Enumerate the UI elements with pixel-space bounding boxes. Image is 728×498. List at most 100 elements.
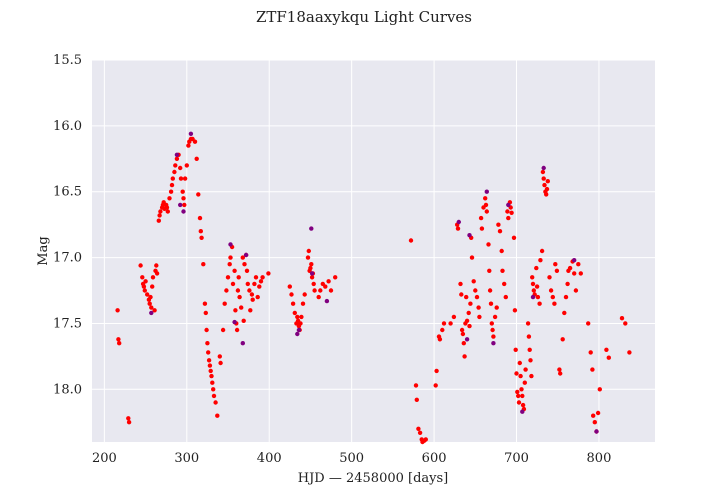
data-point (295, 331, 300, 337)
data-point (141, 284, 147, 289)
data-point (516, 400, 522, 405)
data-point (441, 321, 447, 326)
data-point (324, 298, 330, 304)
data-point (494, 305, 499, 310)
data-point (205, 341, 210, 346)
data-point (167, 196, 172, 201)
data-point (312, 288, 317, 293)
data-point (552, 301, 557, 306)
data-point (174, 156, 180, 161)
data-point (606, 355, 611, 360)
x-gridlines (103, 60, 600, 442)
data-point (309, 262, 314, 267)
data-point (202, 301, 208, 306)
data-points (115, 131, 632, 445)
data-point (512, 308, 518, 313)
data-point (298, 321, 303, 326)
data-point (309, 275, 315, 280)
data-point (260, 275, 265, 280)
data-point (553, 262, 558, 267)
data-point (567, 265, 573, 271)
data-point (525, 321, 531, 326)
data-point (464, 294, 469, 300)
x-tick-label: 700 (504, 451, 529, 466)
data-point (169, 182, 175, 188)
data-point (224, 288, 229, 293)
data-point (492, 314, 498, 320)
data-point (474, 294, 480, 300)
plot-area (92, 60, 655, 442)
data-point (252, 281, 257, 287)
data-point (295, 314, 300, 320)
data-point (211, 387, 216, 392)
data-point (305, 255, 311, 260)
data-point (455, 226, 461, 231)
data-point (309, 271, 315, 276)
data-point (522, 380, 527, 385)
data-point (542, 182, 547, 188)
data-point (186, 143, 191, 148)
data-point (433, 383, 438, 388)
data-point (117, 341, 122, 346)
y-tick-label: 18.0 (53, 382, 82, 397)
data-point (215, 413, 220, 418)
data-point (206, 358, 212, 363)
data-point (210, 380, 215, 385)
data-point (126, 420, 132, 425)
data-point (464, 318, 470, 323)
data-point (538, 258, 543, 263)
y-tick-label: 17.0 (53, 251, 82, 266)
data-point (126, 416, 131, 421)
data-point (184, 163, 189, 168)
data-point (487, 288, 493, 293)
data-point (237, 294, 242, 300)
data-point (201, 262, 206, 267)
data-point (249, 292, 255, 297)
x-axis-label: HJD — 2458000 [days] (298, 471, 449, 486)
data-point (235, 288, 241, 293)
data-point (528, 358, 533, 363)
data-point (150, 275, 156, 280)
data-point (541, 176, 546, 181)
data-point (520, 393, 525, 399)
x-tick-label: 800 (587, 451, 612, 466)
data-point (147, 301, 152, 306)
data-point (565, 281, 570, 287)
data-point (230, 281, 236, 287)
data-point (196, 192, 201, 197)
data-point (149, 310, 154, 316)
y-tick-label: 15.5 (53, 53, 82, 68)
data-point (178, 176, 184, 181)
data-point (234, 327, 240, 333)
data-point (165, 209, 170, 214)
data-point (199, 235, 204, 240)
x-tick-label: 600 (422, 451, 447, 466)
data-point (413, 383, 419, 388)
data-point (506, 215, 511, 221)
data-point (483, 196, 488, 201)
data-point (152, 308, 157, 313)
data-point (502, 281, 507, 287)
data-point (500, 268, 505, 273)
data-point (182, 202, 187, 208)
data-point (287, 284, 292, 289)
data-point (227, 262, 232, 267)
x-tick-labels: 200 300 400 500 600 700 800 (92, 451, 611, 466)
data-point (143, 279, 148, 284)
data-point (487, 268, 492, 273)
y-tick-label: 16.0 (53, 119, 82, 134)
data-point (158, 209, 163, 214)
data-point (572, 271, 577, 276)
data-point (530, 294, 536, 300)
data-point (180, 189, 185, 194)
data-point (499, 248, 504, 254)
data-point (520, 402, 526, 408)
data-point (318, 288, 323, 293)
data-point (203, 310, 208, 316)
data-point (228, 242, 233, 247)
data-point (576, 262, 581, 267)
data-point (148, 294, 153, 300)
data-point (573, 288, 579, 293)
data-point (541, 165, 546, 171)
data-point (258, 279, 264, 284)
